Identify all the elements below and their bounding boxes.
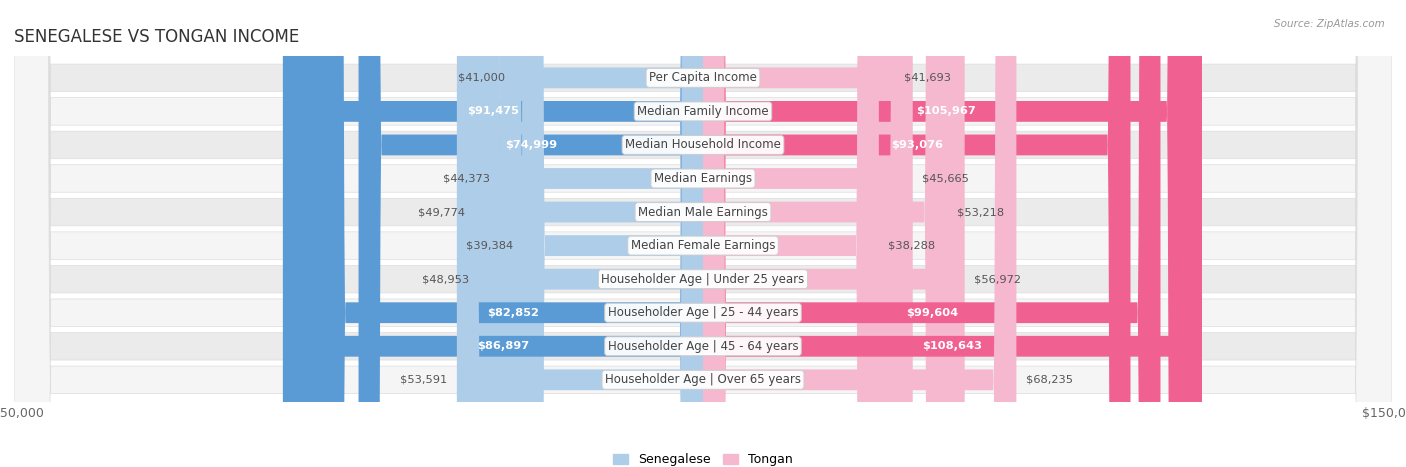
FancyBboxPatch shape [14, 0, 1392, 467]
Text: Median Earnings: Median Earnings [654, 172, 752, 185]
Text: Householder Age | Over 65 years: Householder Age | Over 65 years [605, 373, 801, 386]
Text: Per Capita Income: Per Capita Income [650, 71, 756, 85]
FancyBboxPatch shape [478, 0, 703, 467]
FancyBboxPatch shape [304, 0, 703, 467]
Text: $38,288: $38,288 [889, 241, 935, 251]
Text: Householder Age | Under 25 years: Householder Age | Under 25 years [602, 273, 804, 286]
Text: Householder Age | 25 - 44 years: Householder Age | 25 - 44 years [607, 306, 799, 319]
Text: $86,897: $86,897 [478, 341, 530, 351]
FancyBboxPatch shape [457, 0, 703, 467]
Text: $53,591: $53,591 [401, 375, 447, 385]
FancyBboxPatch shape [322, 0, 703, 467]
Text: SENEGALESE VS TONGAN INCOME: SENEGALESE VS TONGAN INCOME [14, 28, 299, 46]
Text: $41,693: $41,693 [904, 73, 950, 83]
Text: Median Household Income: Median Household Income [626, 138, 780, 151]
Text: $44,373: $44,373 [443, 174, 491, 184]
Text: $45,665: $45,665 [922, 174, 969, 184]
Text: $41,000: $41,000 [458, 73, 506, 83]
Text: $53,218: $53,218 [956, 207, 1004, 217]
Legend: Senegalese, Tongan: Senegalese, Tongan [607, 448, 799, 467]
FancyBboxPatch shape [703, 0, 912, 467]
Text: $49,774: $49,774 [418, 207, 465, 217]
Text: $68,235: $68,235 [1025, 375, 1073, 385]
Text: $108,643: $108,643 [922, 341, 983, 351]
Text: $91,475: $91,475 [467, 106, 519, 116]
FancyBboxPatch shape [703, 0, 1189, 467]
FancyBboxPatch shape [14, 0, 1392, 467]
Text: Householder Age | 45 - 64 years: Householder Age | 45 - 64 years [607, 340, 799, 353]
FancyBboxPatch shape [522, 0, 703, 467]
Text: $99,604: $99,604 [905, 308, 957, 318]
FancyBboxPatch shape [14, 0, 1392, 467]
Text: Median Family Income: Median Family Income [637, 105, 769, 118]
Text: $39,384: $39,384 [465, 241, 513, 251]
FancyBboxPatch shape [359, 0, 703, 467]
FancyBboxPatch shape [703, 0, 879, 467]
FancyBboxPatch shape [14, 0, 1392, 467]
Text: Median Female Earnings: Median Female Earnings [631, 239, 775, 252]
FancyBboxPatch shape [474, 0, 703, 467]
FancyBboxPatch shape [14, 0, 1392, 467]
FancyBboxPatch shape [703, 0, 1130, 467]
Text: $93,076: $93,076 [891, 140, 943, 150]
FancyBboxPatch shape [703, 0, 1202, 467]
Text: Source: ZipAtlas.com: Source: ZipAtlas.com [1274, 19, 1385, 28]
FancyBboxPatch shape [14, 0, 1392, 467]
Text: Median Male Earnings: Median Male Earnings [638, 205, 768, 219]
FancyBboxPatch shape [14, 0, 1392, 467]
FancyBboxPatch shape [515, 0, 703, 467]
FancyBboxPatch shape [283, 0, 703, 467]
Text: $48,953: $48,953 [422, 274, 470, 284]
FancyBboxPatch shape [703, 0, 1160, 467]
Text: $74,999: $74,999 [505, 140, 557, 150]
Text: $56,972: $56,972 [974, 274, 1021, 284]
FancyBboxPatch shape [703, 0, 1017, 467]
FancyBboxPatch shape [14, 0, 1392, 467]
Text: $105,967: $105,967 [917, 106, 976, 116]
FancyBboxPatch shape [14, 0, 1392, 467]
FancyBboxPatch shape [703, 0, 894, 467]
FancyBboxPatch shape [499, 0, 703, 467]
FancyBboxPatch shape [703, 0, 948, 467]
Text: $82,852: $82,852 [486, 308, 538, 318]
FancyBboxPatch shape [703, 0, 965, 467]
FancyBboxPatch shape [14, 0, 1392, 467]
